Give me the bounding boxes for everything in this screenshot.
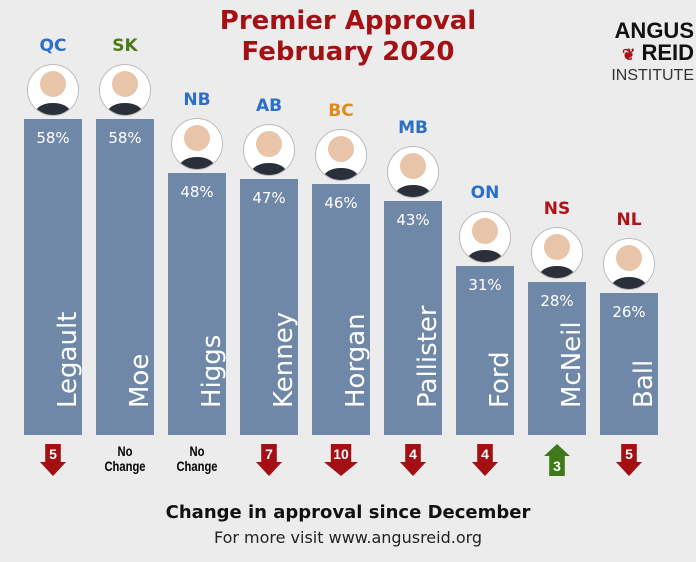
value-label: 47% [252, 188, 286, 207]
premier-name: McNeil [557, 321, 587, 408]
footer-link[interactable]: For more visit www.angusreid.org [213, 528, 483, 547]
province-label: QC [39, 36, 67, 56]
change-indicator: 7 [240, 444, 298, 480]
province-label: ON [470, 183, 500, 204]
premier-name: Legault [53, 311, 83, 408]
province-label: NB [183, 90, 211, 111]
change-value: 10 [333, 446, 349, 462]
value-label: 43% [396, 210, 430, 229]
arrow-down-icon: 7 [256, 444, 282, 476]
change-indicator: 10 [312, 444, 370, 480]
logo-reid: REID [641, 40, 694, 65]
value-label: 58% [108, 129, 142, 147]
bar-pallister: 43% Pallister [384, 200, 443, 435]
premier-photo [531, 227, 583, 280]
change-indicator: 3 [528, 444, 586, 480]
value-label: 31% [468, 276, 502, 295]
premier-photo [459, 211, 511, 264]
change-indicator: No Change [96, 444, 154, 474]
bar-legault: 58% Legault [24, 119, 83, 435]
province-label: AB [255, 95, 283, 116]
premier-name: Higgs [197, 334, 227, 408]
premier-name: Horgan [341, 313, 371, 408]
value-label: 58% [36, 129, 70, 147]
premier-photo [387, 145, 439, 198]
change-caption: Change in approval since December [165, 502, 531, 523]
province-label: NS [543, 199, 571, 220]
change-value: 5 [49, 446, 57, 462]
change-value: 7 [265, 446, 273, 462]
bar-horgan: 46% Horgan [312, 184, 371, 435]
bar-ball: 26% Ball [600, 293, 659, 435]
arrow-down-icon: 4 [400, 444, 426, 476]
arrow-up-icon: 3 [544, 444, 570, 476]
premier-photo [27, 64, 79, 116]
value-label: 46% [324, 194, 358, 213]
province-label: SK [112, 36, 138, 56]
no-change-label: No Change [104, 443, 146, 474]
premier-name: Kenney [269, 311, 299, 408]
change-value: 4 [409, 446, 417, 462]
no-change-label: No Change [176, 443, 218, 474]
premier-name: Moe [125, 353, 155, 408]
arrow-down-icon: 5 [616, 444, 642, 476]
change-indicator: 5 [24, 444, 82, 480]
premier-photo [171, 118, 223, 171]
bar-moe: 58% Moe [96, 119, 155, 435]
province-label: NL [616, 210, 642, 231]
premier-photo [603, 238, 655, 291]
change-indicator: 4 [384, 444, 442, 480]
arrow-down-icon: 4 [472, 444, 498, 476]
change-value: 5 [625, 446, 633, 462]
change-value: 3 [553, 458, 561, 474]
premier-name: Ball [629, 359, 659, 408]
premier-photo [315, 129, 367, 182]
value-label: 28% [540, 292, 574, 311]
logo-line2: ❦ REID [582, 42, 694, 67]
bar-higgs: 48% Higgs [168, 173, 227, 435]
province-label: BC [328, 101, 354, 122]
premier-photo [243, 123, 295, 176]
premier-photo [99, 64, 151, 116]
arrow-down-icon: 5 [40, 444, 66, 476]
logo-line1: ANGUS [614, 18, 694, 43]
bar-ford: 31% Ford [456, 266, 515, 435]
value-label: 48% [180, 183, 214, 202]
title-line: Premier Approval [219, 6, 477, 36]
bar-kenney: 47% Kenney [240, 178, 299, 435]
change-indicator: 4 [456, 444, 514, 480]
premier-name: Pallister [413, 305, 443, 408]
subtitle-line: February 2020 [241, 37, 455, 67]
province-label: MB [398, 117, 428, 138]
arrow-down-icon: 10 [324, 444, 358, 476]
maple-leaf-icon: ❦ [622, 47, 636, 64]
bar-mcneil: 28% McNeil [528, 282, 587, 435]
logo-line3: INSTITUTE [611, 67, 694, 84]
premier-name: Ford [485, 351, 515, 408]
change-indicator: 5 [600, 444, 658, 480]
chart-title: Premier Approval February 2020 [0, 6, 696, 68]
angus-reid-logo: ANGUS ❦ REID INSTITUTE [582, 20, 694, 85]
change-indicator: No Change [168, 444, 226, 474]
value-label: 26% [612, 303, 646, 322]
change-value: 4 [481, 446, 489, 462]
